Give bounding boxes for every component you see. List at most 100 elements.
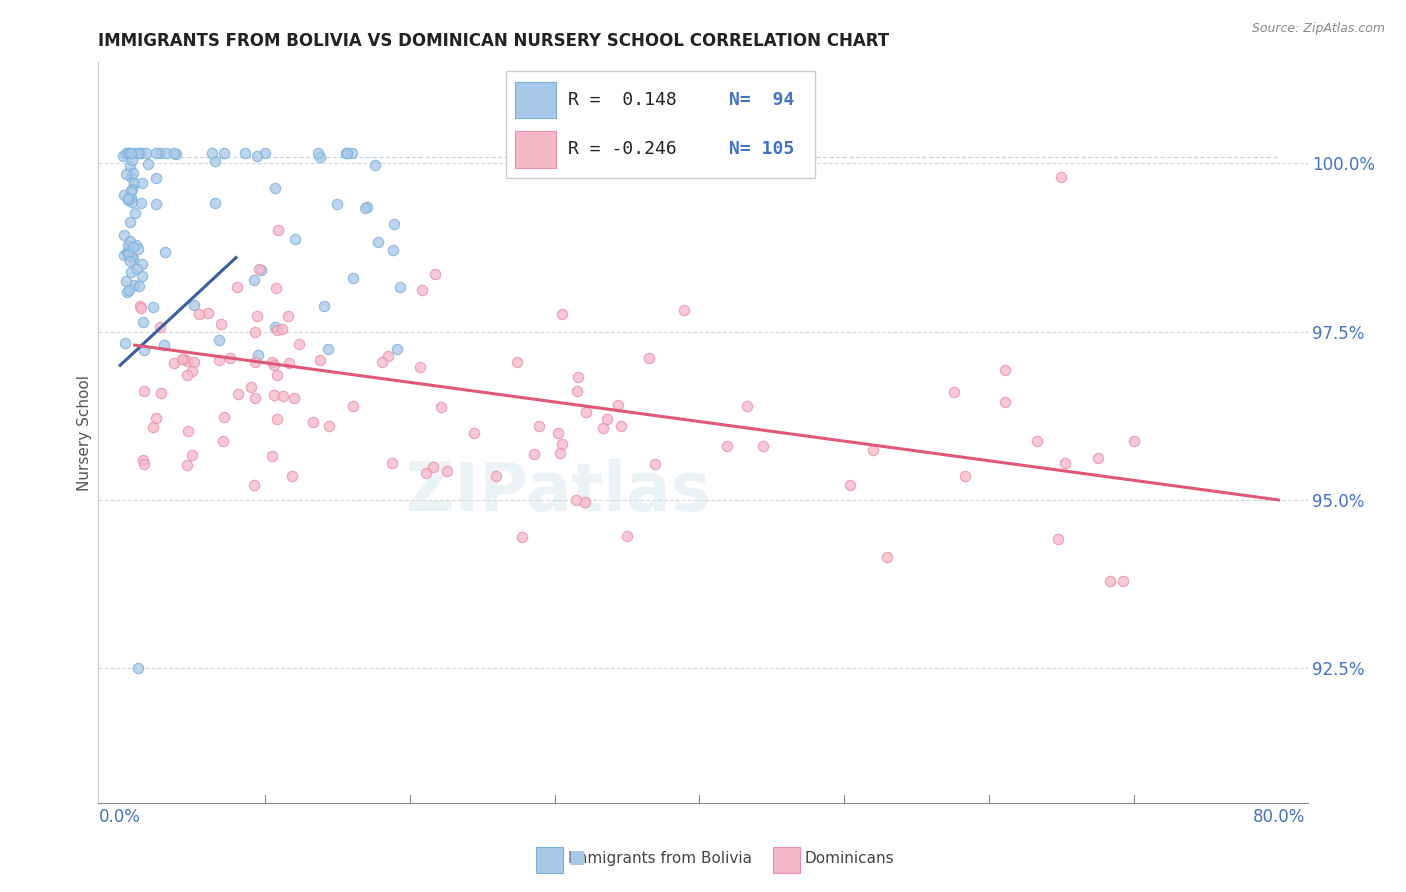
Point bbox=[115, 146, 138, 161]
Point bbox=[463, 426, 485, 441]
Point bbox=[243, 355, 266, 369]
Point bbox=[125, 261, 148, 276]
Point bbox=[121, 182, 143, 196]
Point bbox=[129, 299, 152, 313]
Point bbox=[596, 411, 619, 425]
Point bbox=[277, 309, 299, 323]
Point bbox=[243, 392, 266, 406]
Point bbox=[312, 299, 335, 313]
Point bbox=[1123, 434, 1146, 448]
Point bbox=[1112, 574, 1135, 588]
Point bbox=[644, 457, 666, 471]
Point bbox=[181, 364, 204, 378]
Point bbox=[307, 146, 329, 161]
Point bbox=[118, 234, 141, 248]
Point bbox=[153, 245, 176, 260]
Point bbox=[839, 478, 862, 492]
Point bbox=[212, 434, 235, 448]
Point bbox=[510, 530, 533, 544]
Point bbox=[132, 384, 155, 398]
Point bbox=[616, 529, 638, 543]
Point bbox=[226, 387, 249, 401]
Point bbox=[385, 343, 408, 357]
Point bbox=[197, 305, 219, 319]
Text: ▪: ▪ bbox=[567, 842, 586, 871]
Point bbox=[246, 149, 269, 163]
Point bbox=[145, 146, 167, 161]
Point bbox=[247, 348, 270, 362]
Y-axis label: Nursery School: Nursery School bbox=[77, 375, 91, 491]
Point bbox=[145, 410, 167, 425]
Point bbox=[377, 349, 399, 363]
Point bbox=[381, 244, 404, 258]
Point bbox=[233, 146, 256, 161]
Point bbox=[264, 181, 287, 195]
Point bbox=[120, 170, 142, 185]
Point bbox=[335, 146, 357, 161]
Point bbox=[208, 353, 231, 368]
Point bbox=[638, 351, 661, 365]
Point bbox=[165, 146, 187, 161]
Point bbox=[267, 223, 290, 237]
Point bbox=[219, 351, 242, 366]
Point bbox=[876, 550, 898, 565]
Point bbox=[122, 240, 145, 254]
Point bbox=[114, 167, 136, 181]
Point bbox=[131, 269, 153, 284]
Point bbox=[135, 146, 157, 161]
Point bbox=[145, 170, 167, 185]
Point bbox=[422, 459, 444, 474]
Point bbox=[574, 495, 596, 509]
Point bbox=[436, 464, 458, 478]
Point bbox=[117, 246, 139, 260]
Point bbox=[423, 267, 446, 281]
Point bbox=[212, 409, 235, 424]
Point bbox=[117, 193, 139, 207]
Point bbox=[356, 200, 378, 214]
Point bbox=[523, 446, 546, 460]
FancyBboxPatch shape bbox=[506, 71, 815, 178]
Point bbox=[264, 281, 287, 295]
Point bbox=[243, 273, 266, 287]
Point bbox=[177, 424, 200, 438]
Point bbox=[138, 157, 160, 171]
Point bbox=[342, 146, 364, 161]
Point bbox=[149, 146, 172, 161]
Point bbox=[271, 322, 294, 336]
Point bbox=[565, 493, 588, 508]
Point bbox=[118, 283, 141, 297]
Point bbox=[284, 232, 307, 246]
Point bbox=[155, 146, 177, 161]
Point bbox=[247, 261, 270, 276]
Point bbox=[266, 323, 288, 337]
Point bbox=[262, 355, 284, 369]
Point bbox=[120, 215, 142, 229]
Point bbox=[127, 146, 149, 161]
Point bbox=[565, 384, 588, 398]
Point bbox=[672, 303, 695, 318]
Point bbox=[415, 466, 437, 480]
Point bbox=[117, 238, 139, 252]
Point bbox=[131, 301, 153, 315]
Point bbox=[132, 343, 155, 358]
Point bbox=[145, 197, 167, 211]
Text: ZIPatlas: ZIPatlas bbox=[405, 458, 710, 524]
Point bbox=[128, 146, 150, 161]
Point bbox=[142, 300, 165, 314]
Point bbox=[367, 235, 389, 250]
Point bbox=[411, 283, 433, 297]
Point bbox=[149, 386, 172, 401]
Point bbox=[735, 400, 758, 414]
Text: IMMIGRANTS FROM BOLIVIA VS DOMINICAN NURSERY SCHOOL CORRELATION CHART: IMMIGRANTS FROM BOLIVIA VS DOMINICAN NUR… bbox=[98, 32, 890, 50]
Text: Source: ZipAtlas.com: Source: ZipAtlas.com bbox=[1251, 22, 1385, 36]
Point bbox=[1025, 434, 1047, 449]
Point bbox=[117, 191, 139, 205]
Point bbox=[592, 421, 614, 435]
Point bbox=[271, 389, 294, 403]
Point bbox=[127, 661, 149, 675]
Point bbox=[176, 368, 198, 382]
Point bbox=[112, 188, 135, 202]
Point bbox=[240, 380, 263, 394]
Point bbox=[129, 146, 152, 161]
Point bbox=[129, 196, 152, 211]
